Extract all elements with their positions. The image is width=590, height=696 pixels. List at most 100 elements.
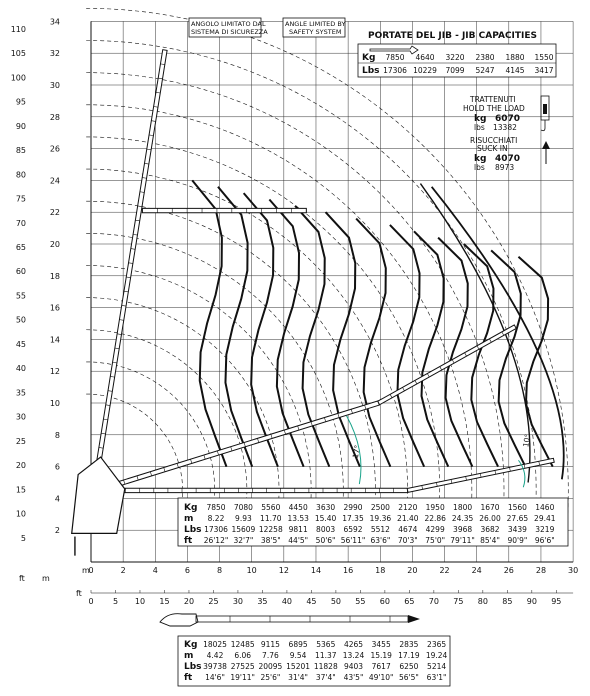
bottom-table-cell-ft: 19'11" [230, 673, 255, 682]
reach-arc [86, 329, 248, 504]
suck-line1: RISUCCHIATI [470, 136, 517, 145]
y-tick-label-ft: 20 [16, 461, 26, 470]
bottom-table-cell-kg: 2365 [427, 640, 446, 649]
hold-line2: HOLD THE LOAD [463, 104, 525, 113]
boom-inclined-segment [324, 417, 327, 422]
boom-vertical-segment [114, 347, 120, 350]
x-tick-label-ft: 55 [355, 597, 365, 606]
bottom-table-cell-ft: 49'10" [369, 673, 394, 682]
y-tick-label-ft: 25 [16, 437, 26, 446]
main-table-cell-kg: 3630 [316, 503, 335, 512]
bottom-table-cell-kg: 18025 [203, 640, 227, 649]
bottom-table-cell-lbs: 7617 [372, 662, 391, 671]
y-tick-label-ft: 75 [16, 195, 26, 204]
x-tick-label-ft: 20 [184, 597, 194, 606]
jib-capacity-table: Kg Lbs 7850 4640 3220 2380 1880 1550 17306 10229 7… [357, 43, 557, 78]
angle-note-it-2: SISTEMA DI SICUREZZA [191, 28, 268, 36]
boom-inclined-segment [243, 442, 246, 447]
y-tick-label-ft: 50 [16, 316, 26, 325]
boom-vertical-segment [133, 234, 138, 236]
angle-note-it-1: ANGOLO LIMITATO DAL [191, 20, 266, 28]
suck-lbs: 8973 [495, 163, 514, 172]
main-table-cell-kg: 1460 [535, 503, 554, 512]
boom-vertical-segment [101, 432, 106, 435]
y-tick-label-ft: 5 [21, 534, 26, 543]
jib-table-cell-lbs: 7099 [445, 66, 464, 75]
bottom-table-cell-ft: 37'4" [316, 673, 336, 682]
jib-table-cell-lbs: 5247 [475, 66, 494, 75]
bottom-table-cell-lbs: 27525 [231, 662, 255, 671]
capacity-curve [389, 224, 426, 468]
bottom-table-cell-ft: 14'6" [205, 673, 225, 682]
bottom-table-cell-kg: 6895 [289, 640, 308, 649]
x-tick-label-ft: 15 [159, 597, 169, 606]
boom-inclined-segment [190, 459, 193, 464]
x-tick-label-ft: 30 [233, 597, 243, 606]
y-tick-label-ft: 45 [16, 340, 26, 349]
bottom-table-cell-kg: 12485 [231, 640, 255, 649]
boom-inclined-segment [337, 413, 340, 418]
capacity-curve [217, 186, 254, 467]
main-table-cell-kg: 5560 [261, 503, 280, 512]
main-table-cell-lbs: 9811 [289, 525, 308, 534]
bottom-table-cell-ft: 43'5" [344, 673, 364, 682]
y-tick-label-m: 30 [50, 81, 60, 90]
hook-icon [540, 95, 550, 132]
x-axis-ft-unit: ft [76, 589, 82, 598]
bottom-table-cell-m: 19.24 [426, 651, 448, 660]
jib-horizontal-segment [436, 482, 438, 487]
main-table-cell-kg: 1800 [453, 503, 472, 512]
boom-vertical-segment [155, 91, 161, 94]
bottom-table-cell-kg: 2835 [399, 640, 418, 649]
main-table-cell-m: 27.65 [507, 514, 529, 523]
main-table-cell-lbs: 5512 [371, 525, 390, 534]
main-table-cell-m: 24.35 [452, 514, 474, 523]
bottom-table-row-label: Kg [184, 640, 197, 650]
boom-vertical-segment [153, 106, 159, 108]
suck-kg-label: kg [474, 154, 486, 164]
jib-table-cell-kg: 3220 [445, 53, 464, 62]
y-tick-label-ft: 60 [16, 267, 26, 276]
main-table-cell-lbs: 12258 [259, 525, 283, 534]
main-table-cell-m: 22.86 [424, 514, 446, 523]
jib-table-row-label: Kg [362, 53, 375, 63]
boom-inclined-segment [203, 454, 206, 460]
main-table-cell-kg: 1560 [508, 503, 527, 512]
x-tick-label-m: 14 [311, 566, 321, 575]
boom-vertical-segment [98, 447, 104, 449]
crane-base [71, 456, 126, 534]
jib-inclined-segment [464, 352, 467, 357]
y-tick-label-ft: 85 [16, 146, 26, 155]
bottom-table-cell-ft: 63'1" [427, 673, 447, 682]
jib-horizontal-segment [465, 476, 467, 481]
main-table-cell-m: 19.36 [370, 514, 392, 523]
bottom-table-cell-m: 17.19 [398, 651, 420, 660]
envelope-curve [430, 186, 565, 480]
main-table-cell-ft: 56'11" [341, 536, 366, 545]
y-tick-label-m: 34 [50, 17, 60, 26]
bottom-table-cell-lbs: 6250 [399, 662, 418, 671]
x-tick-label-m: 24 [472, 566, 482, 575]
reach-arc [86, 297, 280, 506]
main-table-cell-ft: 50'6" [316, 536, 336, 545]
x-tick-label-m: 30 [568, 566, 578, 575]
y-tick-label-m: 24 [50, 176, 60, 185]
angle-17-arc [346, 415, 362, 485]
main-table-cell-kg: 1670 [480, 503, 499, 512]
main-table-row-label: ft [184, 536, 193, 546]
jib-inclined-segment [389, 394, 393, 398]
main-table-cell-lbs: 4299 [426, 525, 445, 534]
main-table-cell-lbs: 4674 [398, 525, 417, 534]
jib-horizontal-segment [523, 464, 526, 469]
y-tick-label-m: 6 [55, 463, 60, 472]
x-tick-label-ft: 85 [502, 597, 512, 606]
bottom-table-cell-kg: 9115 [261, 640, 280, 649]
boom-inclined-segment [364, 404, 367, 410]
y-tick-label-m: 16 [50, 304, 60, 313]
up-arrow-icon [542, 141, 550, 164]
x-tick-label-ft: 45 [306, 597, 316, 606]
boom-vertical-segment [151, 120, 156, 122]
main-table-cell-kg: 2990 [343, 503, 362, 512]
crane-base-icon [159, 613, 420, 627]
